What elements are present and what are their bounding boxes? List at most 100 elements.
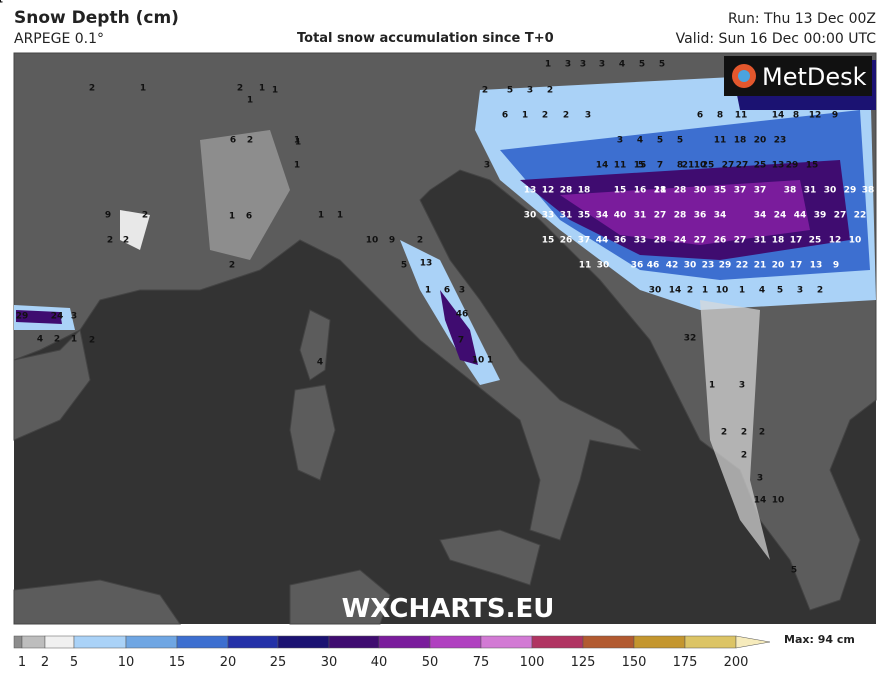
map-label: 22 bbox=[854, 211, 867, 221]
map-label: 22 bbox=[736, 261, 749, 271]
map-label: 15 bbox=[806, 161, 819, 171]
map-label: 6 bbox=[246, 212, 252, 222]
map-label: 2 bbox=[123, 236, 129, 246]
legend-tick-label: 5 bbox=[70, 655, 78, 670]
map-label: 34 bbox=[596, 211, 609, 221]
map-label: 7 bbox=[458, 336, 464, 346]
map-label: 2 bbox=[482, 86, 488, 96]
legend-tick-label: 125 bbox=[571, 655, 596, 670]
map-label: 2 bbox=[721, 428, 727, 438]
legend-arrow bbox=[735, 635, 771, 649]
map-label: 30 bbox=[524, 211, 537, 221]
valid: Valid: Sun 16 Dec 00:00 UTC bbox=[675, 31, 876, 47]
map-label: 17 bbox=[790, 236, 803, 246]
map-label: 5 bbox=[507, 86, 513, 96]
map-label: 24 bbox=[774, 211, 787, 221]
map-label: 44 bbox=[794, 211, 807, 221]
map-label: 15 bbox=[614, 186, 627, 196]
map-label: 2 bbox=[741, 451, 747, 461]
legend-tick-label: 175 bbox=[673, 655, 698, 670]
map-label: 10 bbox=[472, 356, 485, 366]
map-label: 18 bbox=[772, 236, 785, 246]
legend: 1 2 5 10 15 20 25 30 40 50 75 100 125 150 175 200 bbox=[13, 635, 771, 670]
map-label: 35 bbox=[578, 211, 591, 221]
map-label: 20 bbox=[772, 261, 785, 271]
legend-swatch bbox=[44, 635, 75, 649]
logo-icon-inner bbox=[738, 70, 750, 82]
map-label: 5 bbox=[638, 161, 644, 171]
map-label: 2 bbox=[817, 286, 823, 296]
map-label: 23 bbox=[774, 136, 787, 146]
map-label: 24 bbox=[674, 236, 687, 246]
map-label: 15 bbox=[542, 236, 555, 246]
map-label: 18 bbox=[654, 186, 667, 196]
map-label: 4 bbox=[637, 136, 643, 146]
map-label: 1 bbox=[709, 381, 715, 391]
map-label: 6 bbox=[502, 111, 508, 121]
map-label: 6 bbox=[444, 286, 450, 296]
map-label: 31 bbox=[754, 236, 767, 246]
map-label: 12 bbox=[829, 236, 842, 246]
map-label: 42 bbox=[666, 261, 679, 271]
legend-max: Max: 94 cm bbox=[784, 633, 855, 646]
map-label: 11 bbox=[579, 261, 592, 271]
map-label: 38 bbox=[862, 186, 875, 196]
map-label: 30 bbox=[824, 186, 837, 196]
map-label: 13 bbox=[772, 161, 785, 171]
legend-swatch bbox=[378, 635, 431, 649]
map-label: 2 bbox=[542, 111, 548, 121]
map-label: 33 bbox=[634, 236, 647, 246]
map-label: 32 bbox=[684, 334, 697, 344]
map-label: 28 bbox=[654, 236, 667, 246]
map-label: 28 bbox=[560, 186, 573, 196]
map-label: 13 bbox=[810, 261, 823, 271]
map-label: 1 bbox=[247, 96, 253, 106]
legend-swatch bbox=[429, 635, 482, 649]
legend-swatch bbox=[13, 635, 23, 649]
map-label: 5 bbox=[657, 136, 663, 146]
map-label: 2 bbox=[142, 211, 148, 221]
map-label: 3 bbox=[580, 60, 586, 70]
map-label: 44 bbox=[596, 236, 609, 246]
legend-tick-label: 40 bbox=[371, 655, 388, 670]
map-label: 3 bbox=[71, 312, 77, 322]
map-label: 40 bbox=[614, 211, 627, 221]
run: Run: Thu 13 Dec 00Z bbox=[728, 11, 876, 27]
map-label: 25 bbox=[809, 236, 822, 246]
map-label: 13 bbox=[524, 186, 537, 196]
map-label: 3 bbox=[617, 136, 623, 146]
watermark: WXCHARTS.EU bbox=[342, 594, 555, 624]
map-label: 1 bbox=[0, 0, 3, 6]
map-label: 34 bbox=[754, 211, 767, 221]
map-label: 10 bbox=[849, 236, 862, 246]
map-label: 5 bbox=[677, 136, 683, 146]
map-label: 27 bbox=[654, 211, 667, 221]
map-label: 3 bbox=[599, 60, 605, 70]
map-label: 14 bbox=[772, 111, 785, 121]
map-label: 2 bbox=[107, 236, 113, 246]
map-label: 1 bbox=[295, 138, 301, 148]
map-label: 29 bbox=[16, 312, 29, 322]
map-label: 1 bbox=[259, 84, 265, 94]
map-label: 13 bbox=[420, 259, 433, 269]
map-label: 4 bbox=[317, 358, 323, 368]
map-label: 1 bbox=[294, 136, 300, 146]
map-label: 7 bbox=[657, 161, 663, 171]
map-label: 11 bbox=[614, 161, 627, 171]
map-label: 2 bbox=[687, 286, 693, 296]
map-label: 10 bbox=[366, 236, 379, 246]
map-label: 35 bbox=[714, 186, 727, 196]
map-label: 2 bbox=[89, 336, 95, 346]
map-label: 46 bbox=[647, 261, 660, 271]
map-label: 31 bbox=[560, 211, 573, 221]
map-label: 3 bbox=[484, 161, 490, 171]
map-label: 2 bbox=[54, 335, 60, 345]
map-label: 1 bbox=[425, 286, 431, 296]
map-label: 2 bbox=[89, 84, 95, 94]
map-label: 10 bbox=[694, 161, 707, 171]
subtitle: Total snow accumulation since T+0 bbox=[297, 31, 554, 46]
map-label: 3 bbox=[585, 111, 591, 121]
map-label: 18 bbox=[734, 136, 747, 146]
